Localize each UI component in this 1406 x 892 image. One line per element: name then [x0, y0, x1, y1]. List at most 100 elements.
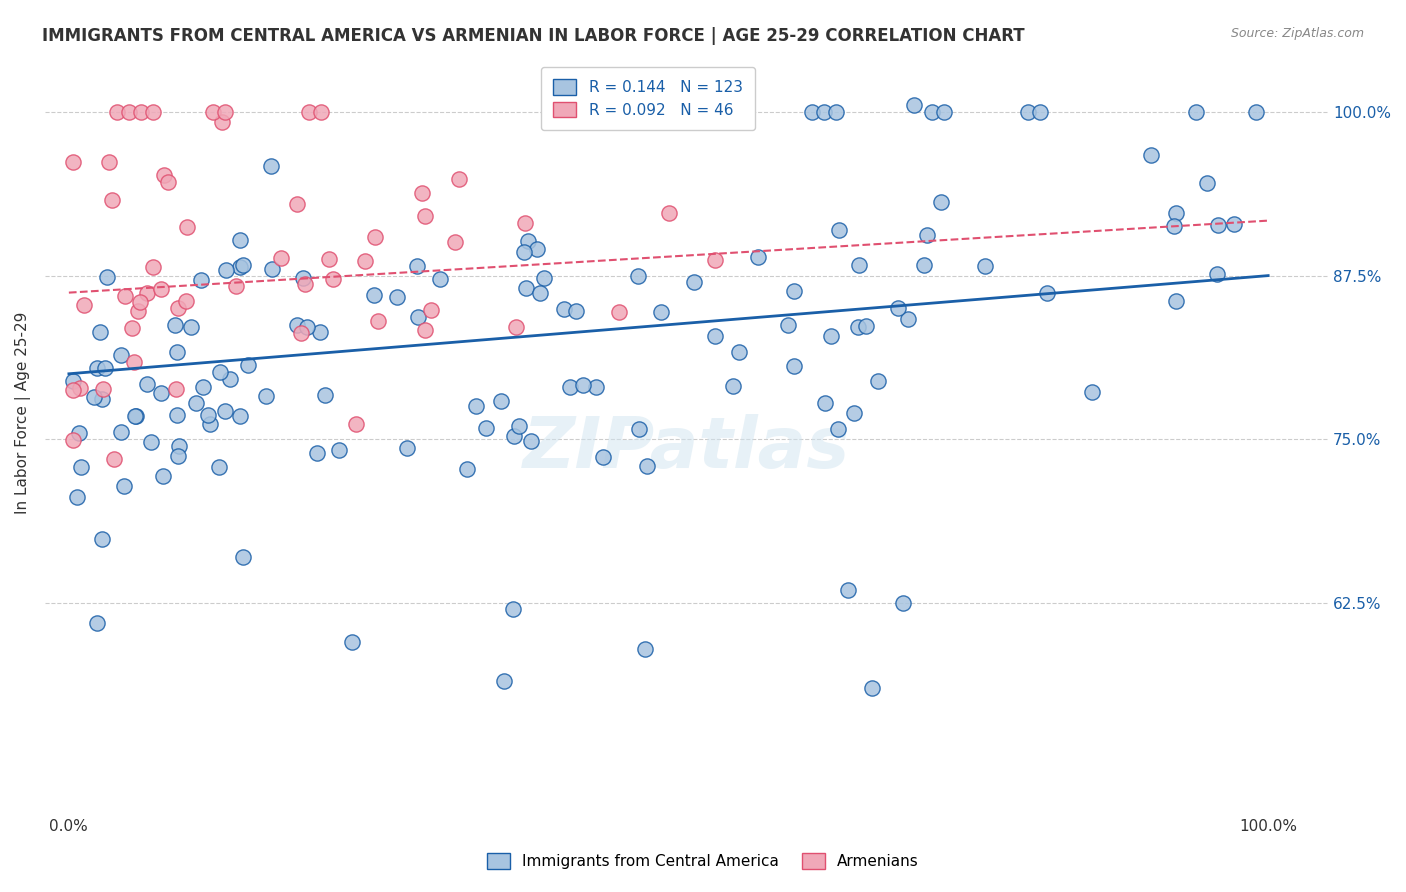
Immigrants from Central America	[1195, 176, 1218, 190]
Armenians	[122, 354, 145, 368]
Immigrants from Central America	[492, 674, 515, 689]
Armenians	[285, 196, 308, 211]
Immigrants from Central America	[1029, 105, 1052, 120]
Immigrants from Central America	[94, 360, 117, 375]
Immigrants from Central America	[167, 440, 190, 454]
Immigrants from Central America	[814, 396, 837, 410]
Armenians	[201, 105, 224, 120]
Armenians	[354, 253, 377, 268]
Armenians	[101, 193, 124, 207]
Immigrants from Central America	[837, 582, 859, 597]
Legend: Immigrants from Central America, Armenians: Immigrants from Central America, Armenia…	[481, 847, 925, 875]
Immigrants from Central America	[1164, 294, 1187, 309]
Immigrants from Central America	[565, 304, 588, 318]
Immigrants from Central America	[125, 409, 148, 423]
Immigrants from Central America	[813, 105, 835, 120]
Armenians	[505, 319, 527, 334]
Immigrants from Central America	[721, 378, 744, 392]
Immigrants from Central America	[1208, 219, 1230, 233]
Immigrants from Central America	[229, 233, 252, 247]
Immigrants from Central America	[124, 409, 146, 424]
Armenians	[127, 304, 149, 318]
Immigrants from Central America	[385, 290, 408, 304]
Immigrants from Central America	[291, 271, 314, 285]
Text: ZIPatlas: ZIPatlas	[523, 414, 851, 483]
Immigrants from Central America	[572, 378, 595, 392]
Armenians	[411, 186, 433, 200]
Armenians	[62, 433, 84, 447]
Immigrants from Central America	[1166, 205, 1188, 219]
Immigrants from Central America	[891, 596, 914, 610]
Immigrants from Central America	[135, 377, 157, 392]
Armenians	[447, 172, 470, 186]
Immigrants from Central America	[515, 281, 537, 295]
Armenians	[367, 314, 389, 328]
Armenians	[704, 253, 727, 268]
Immigrants from Central America	[1244, 105, 1267, 120]
Armenians	[69, 381, 91, 395]
Immigrants from Central America	[218, 372, 240, 386]
Immigrants from Central America	[704, 328, 727, 343]
Armenians	[174, 293, 197, 308]
Armenians	[658, 206, 681, 220]
Armenians	[363, 230, 385, 244]
Immigrants from Central America	[650, 305, 672, 319]
Immigrants from Central America	[363, 288, 385, 302]
Armenians	[121, 321, 143, 335]
Immigrants from Central America	[903, 98, 925, 112]
Immigrants from Central America	[801, 105, 824, 120]
Immigrants from Central America	[513, 245, 536, 260]
Immigrants from Central America	[917, 227, 939, 242]
Immigrants from Central America	[848, 259, 870, 273]
Immigrants from Central America	[627, 268, 650, 283]
Immigrants from Central America	[503, 429, 526, 443]
Armenians	[443, 235, 465, 249]
Immigrants from Central America	[67, 425, 90, 440]
Immigrants from Central America	[520, 434, 543, 448]
Legend: R = 0.144   N = 123, R = 0.092   N = 46: R = 0.144 N = 123, R = 0.092 N = 46	[541, 67, 755, 129]
Immigrants from Central America	[69, 460, 91, 475]
Armenians	[294, 277, 316, 292]
Armenians	[150, 282, 173, 296]
Immigrants from Central America	[229, 409, 252, 424]
Immigrants from Central America	[553, 302, 575, 317]
Immigrants from Central America	[166, 345, 188, 359]
Immigrants from Central America	[83, 391, 105, 405]
Immigrants from Central America	[228, 260, 250, 275]
Y-axis label: In Labor Force | Age 25-29: In Labor Force | Age 25-29	[15, 312, 31, 515]
Immigrants from Central America	[1081, 385, 1104, 400]
Immigrants from Central America	[295, 319, 318, 334]
Armenians	[142, 105, 165, 120]
Immigrants from Central America	[474, 420, 496, 434]
Immigrants from Central America	[314, 388, 336, 402]
Immigrants from Central America	[783, 284, 806, 298]
Immigrants from Central America	[197, 409, 219, 423]
Immigrants from Central America	[198, 417, 221, 431]
Immigrants from Central America	[1185, 105, 1208, 120]
Armenians	[413, 323, 436, 337]
Text: Source: ZipAtlas.com: Source: ZipAtlas.com	[1230, 27, 1364, 40]
Immigrants from Central America	[186, 396, 208, 410]
Armenians	[129, 105, 152, 120]
Immigrants from Central America	[110, 425, 132, 440]
Armenians	[118, 105, 141, 120]
Immigrants from Central America	[66, 490, 89, 504]
Immigrants from Central America	[90, 392, 112, 406]
Immigrants from Central America	[254, 389, 277, 403]
Immigrants from Central America	[887, 301, 910, 315]
Armenians	[62, 383, 84, 397]
Immigrants from Central America	[287, 318, 309, 332]
Armenians	[103, 451, 125, 466]
Immigrants from Central America	[152, 469, 174, 483]
Armenians	[128, 294, 150, 309]
Immigrants from Central America	[456, 462, 478, 476]
Immigrants from Central America	[1223, 217, 1246, 231]
Immigrants from Central America	[866, 374, 889, 388]
Immigrants from Central America	[396, 442, 419, 456]
Text: IMMIGRANTS FROM CENTRAL AMERICA VS ARMENIAN IN LABOR FORCE | AGE 25-29 CORRELATI: IMMIGRANTS FROM CENTRAL AMERICA VS ARMEN…	[42, 27, 1025, 45]
Immigrants from Central America	[747, 250, 769, 264]
Immigrants from Central America	[96, 270, 118, 285]
Immigrants from Central America	[139, 434, 162, 449]
Immigrants from Central America	[405, 259, 427, 273]
Immigrants from Central America	[633, 641, 655, 656]
